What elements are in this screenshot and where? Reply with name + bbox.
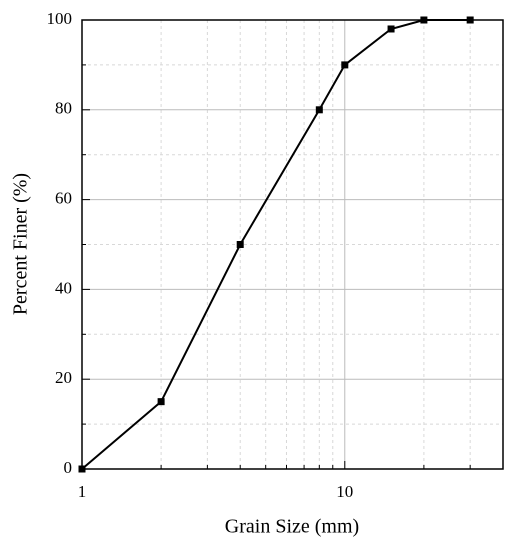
y-tick-label: 80 bbox=[55, 99, 72, 118]
y-tick-label: 0 bbox=[64, 458, 73, 477]
data-point bbox=[157, 398, 165, 406]
data-point bbox=[466, 16, 474, 24]
data-point bbox=[387, 25, 395, 33]
data-point bbox=[315, 106, 323, 114]
x-axis-title: Grain Size (mm) bbox=[225, 516, 359, 538]
x-tick-label: 10 bbox=[336, 482, 353, 501]
x-tick-label: 1 bbox=[78, 482, 87, 501]
data-point bbox=[78, 465, 86, 473]
y-axis-title: Percent Finer (%) bbox=[10, 173, 32, 315]
y-tick-label: 100 bbox=[47, 9, 73, 28]
y-tick-label: 40 bbox=[55, 278, 72, 297]
y-tick-label: 20 bbox=[55, 368, 72, 387]
data-point bbox=[420, 16, 428, 24]
plot-frame bbox=[81, 19, 504, 470]
data-line bbox=[81, 19, 471, 470]
data-point bbox=[341, 61, 349, 69]
y-tick-label: 60 bbox=[55, 189, 72, 208]
data-point bbox=[236, 241, 244, 248]
